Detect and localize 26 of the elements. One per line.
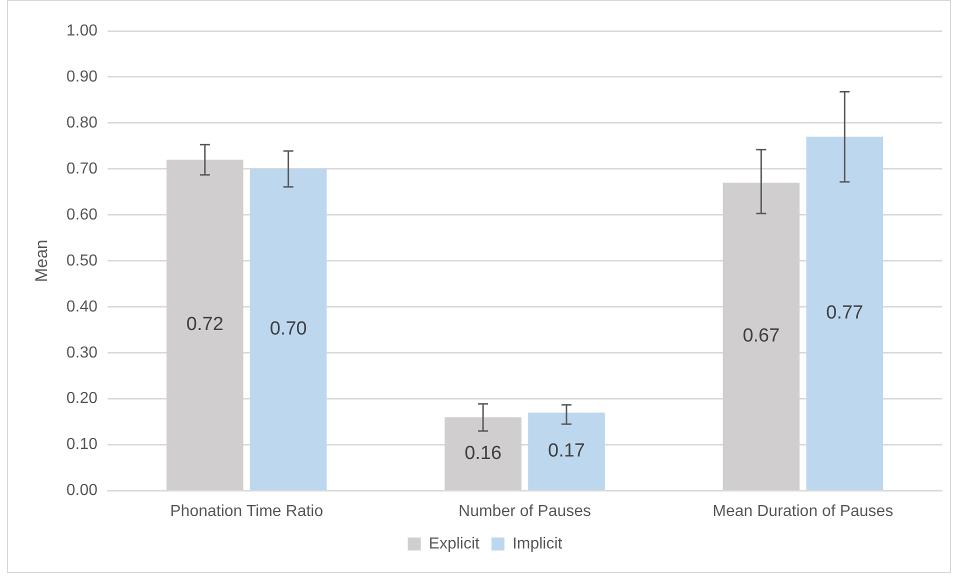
text: 0.16 [464,442,502,464]
y-tick-label: 0.10 [66,436,98,454]
legend-label: Implicit [512,535,563,552]
y-tick-label: 0.60 [66,206,98,224]
y-tick-label: 0.90 [66,68,98,86]
y-tick-label: 0.70 [66,160,98,178]
y-tick-label: 0.00 [66,482,98,500]
y-axis-title: Mean [32,240,51,282]
text: 0.77 [826,302,864,324]
bar [806,136,884,490]
text: 0.72 [186,314,224,336]
bar [528,412,605,490]
bar [250,168,327,490]
y-tick-label: 0.30 [66,344,98,362]
text: 0.67 [742,326,780,347]
x-tick-label: Number of Pauses [458,502,592,520]
x-tick-label: Phonation Time Ratio [170,502,324,520]
y-tick-label: 0.80 [66,114,98,132]
y-tick-label: 0.20 [66,390,98,408]
text: 0.17 [548,440,585,462]
y-tick-label: 0.40 [66,298,98,316]
legend-label: Explicit [428,535,480,552]
y-tick-label: 0.50 [66,252,98,270]
x-tick-label: Mean Duration of Pauses [712,502,894,520]
y-tick-label: 1.00 [66,22,98,40]
text: 0.70 [270,318,307,340]
